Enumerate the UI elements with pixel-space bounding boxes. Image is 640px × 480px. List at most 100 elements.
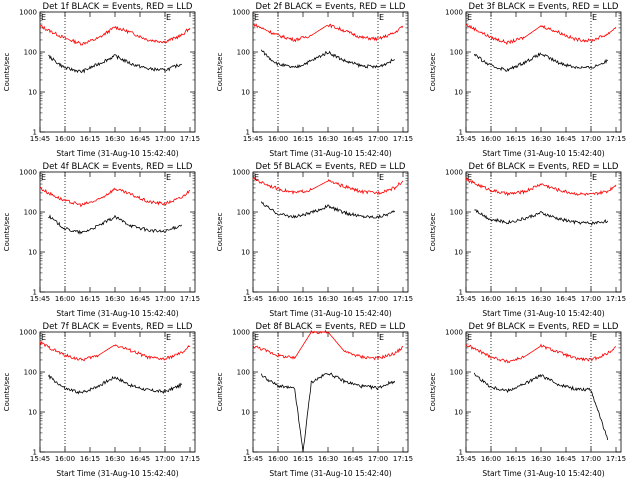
y-tick-label: 10 [28,89,37,97]
x-tick-label: 16:15 [293,455,313,463]
eclipse-marker: E [379,173,384,182]
detector-panel-8: Det 8f BLACK = Events, RED = LLD Counts/s… [216,322,413,478]
detector-panel-4: Det 4f BLACK = Events, RED = LLD Counts/s… [3,162,200,318]
x-tick-label: 17:15 [180,135,200,143]
y-tick-label: 100 [450,369,463,377]
lld-series-line [465,343,617,364]
events-series-line [48,214,183,235]
x-tick-label: 16:15 [80,455,100,463]
lld-series-line [252,176,404,196]
y-tick-label: 100 [237,49,250,57]
panel-title: Det 9f BLACK = Events, RED = LLD [469,322,619,332]
x-axis-label: Start Time (31-Aug-10 15:42:40) [482,309,604,318]
x-tick-label: 17:15 [606,455,626,463]
x-tick-label: 17:00 [581,295,601,303]
x-tick-label: 17:15 [393,135,413,143]
y-tick-label: 100 [450,49,463,57]
y-tick-label: 100 [24,209,37,217]
panel-title: Det 2f BLACK = Events, RED = LLD [256,2,406,12]
x-axis-label: Start Time (31-Aug-10 15:42:40) [269,309,391,318]
y-tick-label: 1000 [232,329,250,337]
y-tick-label: 100 [24,49,37,57]
lld-series-line [465,23,617,46]
x-tick-label: 17:00 [368,295,388,303]
y-axis-label: Counts/sec [429,213,437,252]
events-series-line [473,52,608,72]
y-tick-label: 1 [459,449,463,457]
lld-series-line [39,340,191,362]
x-tick-label: 16:45 [343,295,363,303]
y-tick-label: 1 [246,129,250,137]
x-axis-label: Start Time (31-Aug-10 15:42:40) [269,149,391,158]
x-tick-label: 15:45 [30,295,50,303]
y-axis-label: Counts/sec [3,213,11,252]
lld-series-line [39,186,191,208]
y-tick-label: 1 [33,129,37,137]
detector-panel-1: Det 1f BLACK = Events, RED = LLD Counts/s… [3,2,200,158]
x-tick-label: 16:30 [105,135,125,143]
y-tick-label: 1000 [445,169,463,177]
x-tick-label: 16:00 [55,135,75,143]
panel-title: Det 5f BLACK = Events, RED = LLD [256,162,406,172]
x-tick-label: 15:45 [456,455,476,463]
x-tick-label: 16:00 [481,135,501,143]
y-tick-label: 10 [454,409,463,417]
x-tick-label: 17:15 [180,295,200,303]
eclipse-marker: E [254,173,259,182]
x-axis-label: Start Time (31-Aug-10 15:42:40) [56,309,178,318]
x-tick-label: 16:00 [268,295,288,303]
eclipse-marker: E [592,13,597,22]
y-axis-label: Counts/sec [3,373,11,412]
plot-frame [39,331,196,453]
x-tick-label: 16:30 [105,455,125,463]
detector-panel-3: Det 3f BLACK = Events, RED = LLD Counts/s… [429,2,626,158]
y-tick-label: 100 [237,209,250,217]
events-series-line [260,201,396,220]
x-tick-label: 17:15 [606,295,626,303]
x-tick-label: 16:30 [531,455,551,463]
x-tick-label: 16:15 [506,135,526,143]
x-tick-label: 16:45 [343,455,363,463]
plot-frame [252,171,409,293]
eclipse-marker: E [379,13,384,22]
x-tick-label: 16:00 [55,455,75,463]
plot-frame [465,331,622,453]
x-tick-label: 17:00 [155,455,175,463]
plot-frame [252,11,409,133]
x-tick-label: 15:45 [456,295,476,303]
panel-title: Det 8f BLACK = Events, RED = LLD [256,322,406,332]
events-series-line [260,372,396,453]
y-axis-label: Counts/sec [429,53,437,92]
panel-title: Det 3f BLACK = Events, RED = LLD [469,2,619,12]
y-tick-label: 10 [28,249,37,257]
x-tick-label: 16:15 [80,295,100,303]
eclipse-marker: E [254,13,259,22]
detector-panel-5: Det 5f BLACK = Events, RED = LLD Counts/s… [216,162,413,318]
eclipse-marker: E [166,13,171,22]
events-series-line [474,209,609,226]
lld-series-line [465,177,617,197]
lld-series-line [252,329,404,361]
eclipse-marker: E [467,173,472,182]
eclipse-marker: E [166,333,171,342]
eclipse-marker: E [467,333,472,342]
y-tick-label: 100 [237,369,250,377]
y-axis-label: Counts/sec [3,53,11,92]
x-tick-label: 16:00 [481,455,501,463]
x-tick-label: 15:45 [456,135,476,143]
x-tick-label: 17:00 [368,455,388,463]
panel-title: Det 4f BLACK = Events, RED = LLD [43,162,193,172]
x-tick-label: 16:15 [80,135,100,143]
y-tick-label: 1000 [445,329,463,337]
y-axis-label: Counts/sec [216,373,224,412]
x-tick-label: 15:45 [30,455,50,463]
x-tick-label: 16:15 [293,135,313,143]
eclipse-marker: E [592,173,597,182]
y-axis-label: Counts/sec [429,373,437,412]
x-tick-label: 16:45 [130,295,150,303]
y-axis-label: Counts/sec [216,213,224,252]
x-tick-label: 15:45 [243,455,263,463]
plot-frame [252,331,409,453]
panel-title: Det 6f BLACK = Events, RED = LLD [469,162,619,172]
x-tick-label: 16:00 [268,135,288,143]
